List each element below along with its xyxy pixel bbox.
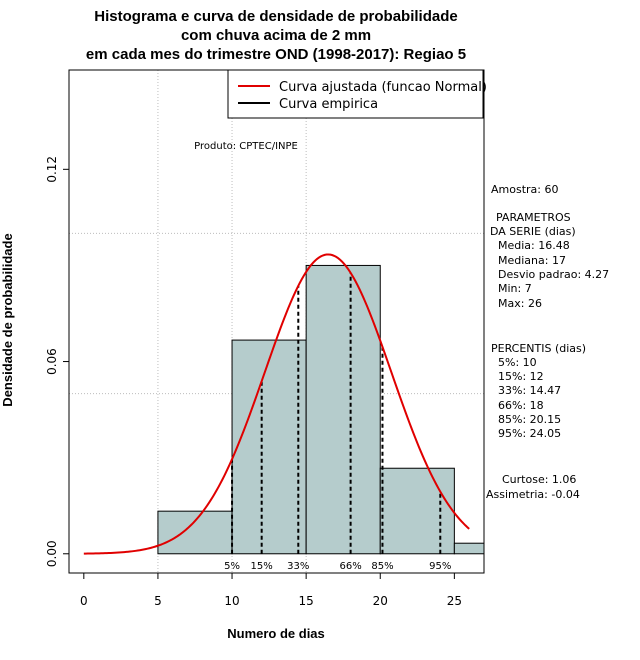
stat-kurtosis: Curtose: 1.06 [502, 473, 576, 486]
param-min: Min: 7 [498, 282, 532, 295]
param-max: Max: 26 [498, 297, 542, 310]
params-header-2: DA SERIE (dias) [490, 225, 576, 238]
histogram-bar-2 [305, 264, 381, 555]
y-tick-label-1: 0.06 [45, 348, 59, 375]
legend: Curva ajustada (funcao Normal) Curva emp… [227, 69, 487, 119]
percentiles-header: PERCENTIS (dias) [491, 342, 586, 355]
product-annotation: Produto: CPTEC/INPE [194, 141, 298, 152]
x-tick-label-1: 5 [154, 594, 162, 608]
x-axis-label: Numero de dias [227, 626, 325, 641]
stats-panel: Amostra: 60 PARAMETROS DA SERIE (dias) M… [486, 183, 609, 501]
normal-fit-curve [83, 253, 470, 555]
x-tick-label-0: 0 [80, 594, 88, 608]
percentile-lines: 5% 15% 33% 66% 85% 95% [224, 272, 451, 572]
legend-box [227, 69, 484, 119]
histogram-bar-3 [379, 467, 455, 555]
histogram-bar-1 [231, 339, 307, 555]
percentile-p95: 95%: 24.05 [498, 427, 561, 440]
y-axis-label: Densidade de probabilidade [0, 233, 15, 406]
axes: 0 5 10 15 20 25 0.00 0.06 0.12 [45, 156, 462, 608]
percentile-label-0: 5% [224, 561, 240, 572]
x-tick-label-5: 25 [447, 594, 462, 608]
params-header-1: PARAMETROS [496, 211, 571, 224]
stat-skewness: Assimetria: -0.04 [486, 488, 580, 501]
chart-title-line-2: com chuva acima de 2 mm [181, 27, 371, 44]
percentile-label-5: 95% [429, 561, 451, 572]
chart-title-line-1: Histograma e curva de densidade de proba… [94, 8, 457, 25]
param-median: Mediana: 17 [498, 254, 566, 267]
percentile-label-3: 66% [339, 561, 361, 572]
percentile-label-4: 85% [371, 561, 393, 572]
histogram-bars [157, 264, 485, 555]
param-std-dev: Desvio padrao: 4.27 [498, 268, 609, 281]
param-mean: Media: 16.48 [498, 239, 570, 252]
percentile-p5: 5%: 10 [498, 356, 537, 369]
percentile-p85: 85%: 20.15 [498, 413, 561, 426]
percentile-label-1: 15% [251, 561, 273, 572]
x-tick-label-3: 15 [299, 594, 314, 608]
x-tick-label-2: 10 [224, 594, 239, 608]
legend-label-fit: Curva ajustada (funcao Normal) [279, 80, 487, 95]
chart-title-line-3: em cada mes do trimestre OND (1998-2017)… [86, 46, 466, 63]
legend-label-empirical: Curva empirica [279, 97, 378, 112]
stat-sample-size: Amostra: 60 [491, 183, 558, 196]
percentile-label-2: 33% [287, 561, 309, 572]
histogram-bar-0 [157, 510, 233, 555]
percentile-p66: 66%: 18 [498, 399, 544, 412]
percentile-p15: 15%: 12 [498, 370, 544, 383]
y-tick-label-0: 0.00 [45, 540, 59, 567]
y-tick-label-2: 0.12 [45, 156, 59, 183]
histogram-bar-4 [453, 542, 485, 555]
x-tick-label-4: 20 [373, 594, 388, 608]
percentile-p33: 33%: 14.47 [498, 384, 561, 397]
fit-curve-group [83, 253, 470, 555]
